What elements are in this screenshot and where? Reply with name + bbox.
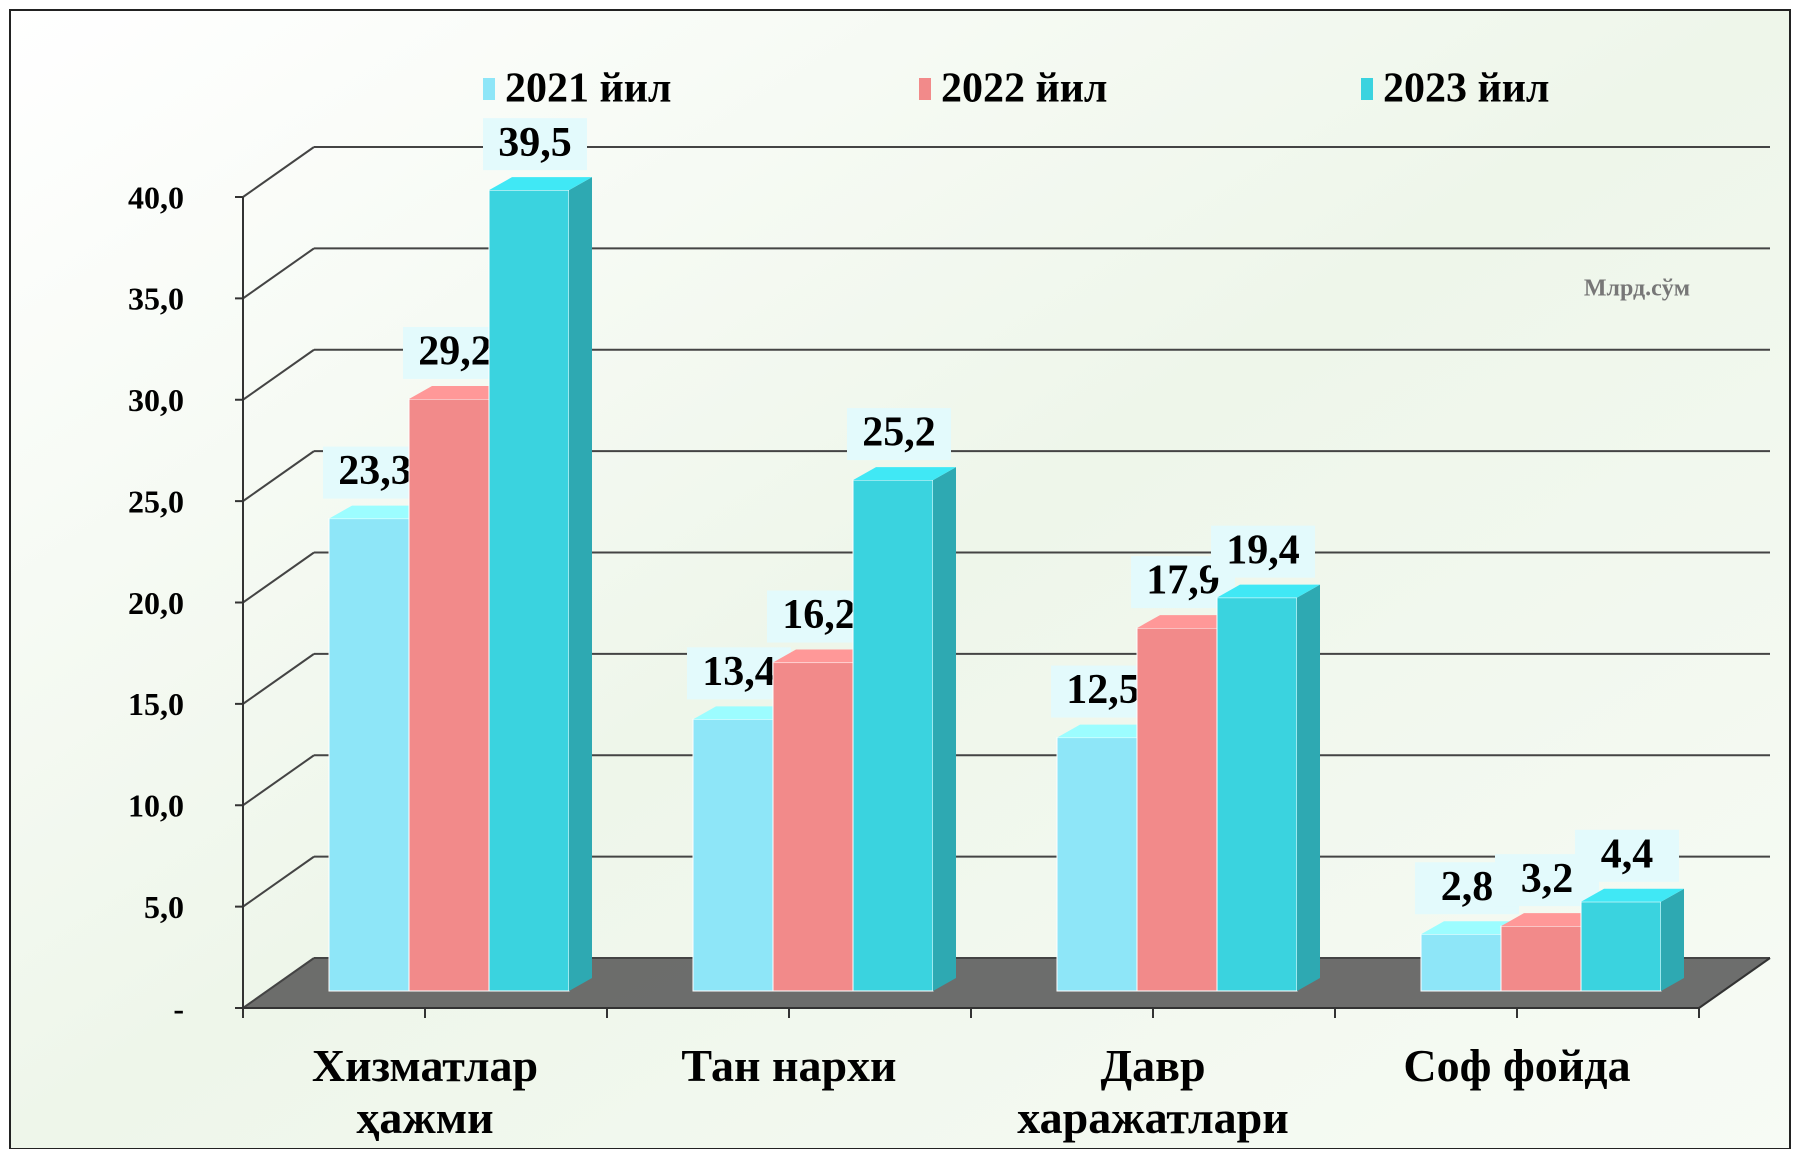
legend-label: 2023 йил (1383, 66, 1549, 112)
bar-side (933, 467, 956, 991)
y-tick-label: 10,0 (128, 788, 184, 824)
value-label: 25,2 (862, 410, 936, 456)
legend-label: 2022 йил (941, 66, 1107, 112)
bar-front (409, 399, 489, 991)
value-label: 39,5 (498, 120, 572, 166)
value-label: 23,3 (338, 448, 412, 494)
y-tick-label: 35,0 (128, 281, 184, 317)
bar-front (1137, 628, 1217, 991)
value-label: 29,2 (418, 329, 492, 375)
value-label: 16,2 (782, 592, 856, 638)
bar-front (853, 480, 933, 991)
y-tick-label: 40,0 (128, 179, 184, 215)
x-tick-label: Соф фойда (1337, 1040, 1697, 1092)
bar-front (773, 663, 853, 991)
y-tick-label: 20,0 (128, 585, 184, 621)
x-tick-label: Хизматлар ҳажми (245, 1040, 605, 1144)
y-tick-label: - (173, 990, 184, 1026)
bar-front (693, 719, 773, 991)
bar-front (1581, 902, 1661, 991)
value-label: 17,9 (1146, 558, 1220, 604)
bar (1581, 889, 1684, 991)
bar (489, 177, 592, 991)
chart: Млрд.сўм - 5,0 10,0 15,0 20,0 25,0 30,0 35,0 40,… (0, 0, 1800, 1149)
bar-side (1661, 889, 1684, 991)
bar-front (1501, 926, 1581, 991)
value-label: 4,4 (1601, 831, 1654, 877)
value-label: 3,2 (1521, 856, 1574, 902)
value-label: 2,8 (1441, 864, 1494, 910)
legend-swatch (1361, 78, 1373, 100)
legend-swatch (919, 78, 931, 100)
y-tick-label: 15,0 (128, 686, 184, 722)
bar (1217, 585, 1320, 991)
value-label: 12,5 (1066, 667, 1140, 713)
value-label: 19,4 (1226, 527, 1300, 573)
y-tick-label: 25,0 (128, 483, 184, 519)
x-tick-label: Тан нархи (609, 1040, 969, 1092)
bar-front (1217, 598, 1297, 991)
legend-label: 2021 йил (505, 66, 671, 112)
bar-front (329, 519, 409, 991)
y-tick-label: 30,0 (128, 382, 184, 418)
bar-front (489, 190, 569, 991)
bar (853, 467, 956, 991)
x-tick-label: Давр харажатлари (973, 1040, 1333, 1144)
unit-annotation: Млрд.сўм (1584, 276, 1690, 302)
bar-side (569, 177, 592, 991)
value-label: 13,4 (702, 649, 776, 695)
bar-front (1057, 738, 1137, 991)
legend-swatch (483, 78, 495, 100)
y-tick-label: 5,0 (144, 889, 184, 925)
bar-side (1297, 585, 1320, 991)
bar-front (1421, 934, 1501, 991)
chart-page: Млрд.сўм - 5,0 10,0 15,0 20,0 25,0 30,0 35,0 40,… (0, 0, 1800, 1149)
